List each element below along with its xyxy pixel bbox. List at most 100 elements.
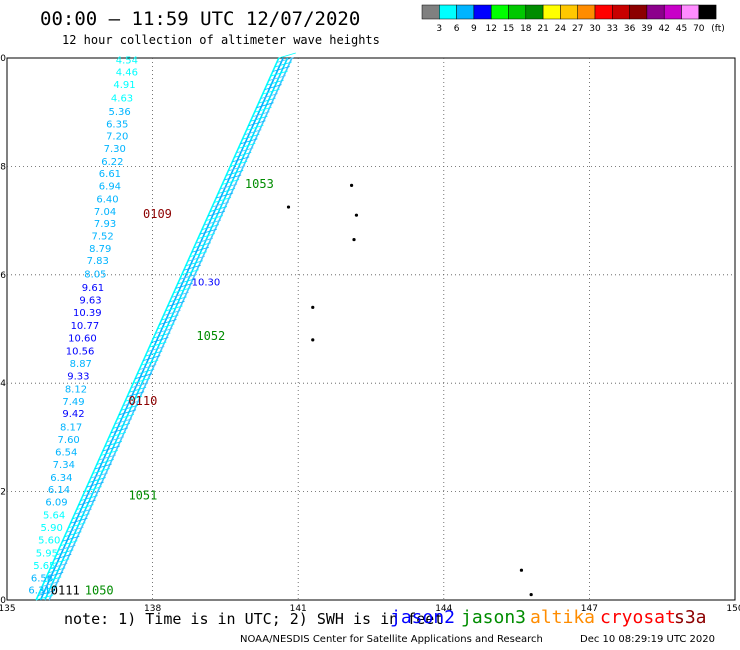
swath-hatch: [191, 246, 209, 253]
x-tick-label: 141: [290, 604, 307, 614]
island-marker: [352, 237, 356, 242]
swath-hatch: [272, 66, 290, 72]
swath-hatch: [248, 120, 266, 127]
swath-hatch: [203, 219, 222, 226]
island-marker: [311, 305, 315, 309]
swath-hatch: [181, 269, 199, 276]
swath-hatch: [264, 84, 282, 91]
swath-hatch: [84, 486, 102, 492]
swath-hatch: [36, 594, 54, 601]
swath-hatch: [244, 129, 262, 136]
swath-hatch: [147, 346, 165, 352]
swath-hatch: [266, 79, 284, 86]
satellite-swath: [35, 52, 296, 601]
swath-hatch: [193, 242, 211, 249]
swath-hatch: [213, 197, 232, 203]
swath-hatch: [137, 368, 155, 375]
track-value-label: 6.14: [48, 485, 70, 496]
pass-time-label: 0110: [128, 394, 157, 408]
track-value-label: 9.33: [67, 371, 89, 382]
swath-hatch: [118, 409, 137, 416]
y-tick-label: 28: [0, 162, 6, 172]
satellite-cryosat-label: cryosat: [600, 607, 676, 628]
swath-hatch: [183, 264, 201, 271]
track-value-label: 5.65: [33, 561, 55, 572]
swath-hatch: [62, 535, 80, 542]
track-value-label: 6.61: [99, 169, 121, 180]
swath-hatch: [268, 75, 286, 81]
swath-hatch: [46, 572, 64, 578]
legend-label: 33: [607, 24, 618, 34]
legend-label: 70: [693, 24, 705, 34]
swath-hatch: [94, 463, 112, 470]
track-value-label: 4.54: [116, 55, 138, 66]
island-marker: [311, 338, 315, 342]
swath-hatch: [155, 328, 173, 334]
swath-hatch: [114, 418, 133, 425]
track-value-label: 9.42: [62, 409, 84, 420]
map-frame: [6, 57, 736, 601]
legend-label: 15: [503, 24, 514, 34]
swath-hatch: [276, 57, 294, 63]
swath-hatch: [187, 255, 205, 262]
swath-hatch: [149, 341, 167, 348]
swath-line: [35, 57, 280, 601]
swath-hatch: [256, 102, 274, 109]
swath-hatch: [48, 567, 66, 574]
track-value-label: 7.49: [62, 397, 84, 408]
track-value-label: 7.52: [92, 232, 114, 243]
swath-hatch: [38, 590, 56, 596]
swath-hatch: [234, 151, 252, 158]
credit-text: NOAA/NESDIS Center for Satellite Applica…: [240, 634, 543, 645]
swath-hatch: [220, 183, 238, 190]
swath-hatch: [78, 499, 96, 506]
track-value-label: 6.31: [28, 585, 50, 596]
swath-hatch: [153, 332, 171, 339]
swath-hatch: [42, 581, 60, 587]
swath-hatch: [270, 70, 288, 77]
swath-hatch: [92, 468, 110, 474]
swath-hatch: [145, 350, 163, 357]
swath-hatch: [96, 459, 114, 465]
swath-hatch: [240, 138, 258, 145]
swath-hatch: [252, 111, 270, 118]
swath-hatch: [122, 400, 141, 407]
track-value-label: 8.05: [84, 270, 106, 281]
legend-label: 18: [520, 24, 532, 34]
swath-hatch: [250, 115, 268, 122]
track-value-label: 8.17: [60, 422, 82, 433]
track-value-label: 7.60: [58, 435, 80, 446]
track-value-label: 6.54: [55, 447, 77, 458]
swath-hatch: [165, 305, 183, 312]
track-value-label: 8.79: [89, 244, 111, 255]
legend-label: 45: [676, 24, 687, 34]
y-tick-label: 26: [0, 271, 6, 281]
swath-hatch: [104, 441, 122, 447]
swath-hatch: [82, 490, 100, 497]
swath-hatch: [224, 174, 242, 181]
swath-hatch: [163, 310, 181, 316]
track-value-label: 8.12: [65, 384, 87, 395]
swath-hatch: [116, 413, 135, 420]
track-value-label: 6.09: [45, 498, 67, 509]
swath-hatch: [169, 296, 187, 303]
swath-hatch: [205, 215, 224, 221]
swath-hatch: [100, 450, 118, 456]
track-value-label: 4.91: [113, 80, 135, 91]
footer-note: note: 1) Time is in UTC; 2) SWH is in fe…: [64, 610, 444, 628]
swath-hatch: [201, 224, 220, 231]
map-subtitle: 12 hour collection of altimeter wave hei…: [62, 33, 380, 47]
track-value-label: 4.46: [116, 67, 138, 78]
swath-hatch: [135, 373, 153, 380]
track-value-label: 6.22: [101, 157, 123, 168]
track-value-label: 5.90: [41, 523, 63, 534]
swath-hatch: [90, 472, 108, 479]
satellite-s3a-label: s3a: [674, 607, 707, 628]
swath-hatch: [262, 88, 280, 95]
legend-label: 42: [658, 24, 669, 34]
swath-hatch: [159, 319, 177, 325]
swath-hatch: [185, 260, 203, 267]
track-value-label: 9.63: [79, 296, 101, 307]
satellite-jason2-label: jason2: [390, 607, 456, 628]
swath-hatch: [44, 576, 62, 583]
